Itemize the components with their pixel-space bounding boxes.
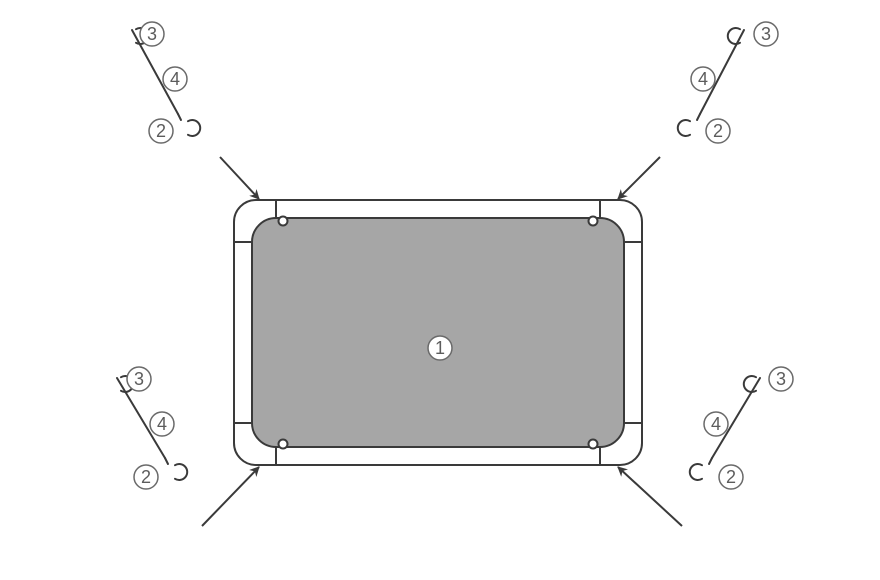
mounting-hole — [279, 217, 288, 226]
hook-icon — [690, 464, 702, 480]
hook-rod — [709, 458, 712, 464]
callout-label: 4 — [150, 412, 174, 436]
callout-number: 3 — [134, 369, 144, 389]
mounting-hole — [589, 217, 598, 226]
callout-number: 4 — [711, 414, 721, 434]
callout-label: 2 — [719, 465, 743, 489]
hook-rod — [178, 114, 181, 120]
assembly-arrow — [220, 157, 259, 199]
mounting-hole — [279, 440, 288, 449]
callout-number: 3 — [776, 369, 786, 389]
callout-label: 2 — [706, 119, 730, 143]
hook-icon — [678, 120, 690, 136]
callout-label: 4 — [704, 412, 728, 436]
callout-number: 2 — [141, 467, 151, 487]
callout-number: 4 — [170, 69, 180, 89]
callout-number: 2 — [726, 467, 736, 487]
hook-icon — [175, 464, 187, 480]
callout-label: 2 — [134, 465, 158, 489]
callout-number: 4 — [157, 414, 167, 434]
callout-label: 3 — [754, 22, 778, 46]
callout-number: 3 — [147, 24, 157, 44]
hook-icon — [188, 120, 200, 136]
assembly-arrow — [618, 157, 660, 199]
callout-label: 3 — [127, 367, 151, 391]
callout-number: 3 — [761, 24, 771, 44]
callout-label: 4 — [163, 67, 187, 91]
callout-label: 1 — [428, 336, 452, 360]
callout-label: 3 — [140, 22, 164, 46]
callout-number: 4 — [698, 69, 708, 89]
callout-label: 3 — [769, 367, 793, 391]
callout-number: 2 — [156, 121, 166, 141]
callout-number: 1 — [435, 338, 445, 358]
callout-label: 2 — [149, 119, 173, 143]
assembly-arrow — [618, 467, 682, 526]
mounting-hole — [589, 440, 598, 449]
assembly-diagram: 1 2 2 2 2 3 3 3 3 4 4 4 4 — [0, 0, 880, 580]
hook-rod — [697, 114, 700, 120]
hook-rod — [165, 458, 168, 464]
callout-number: 2 — [713, 121, 723, 141]
assembly-arrow — [202, 467, 259, 526]
device-inner — [252, 218, 624, 447]
callout-label: 4 — [691, 67, 715, 91]
